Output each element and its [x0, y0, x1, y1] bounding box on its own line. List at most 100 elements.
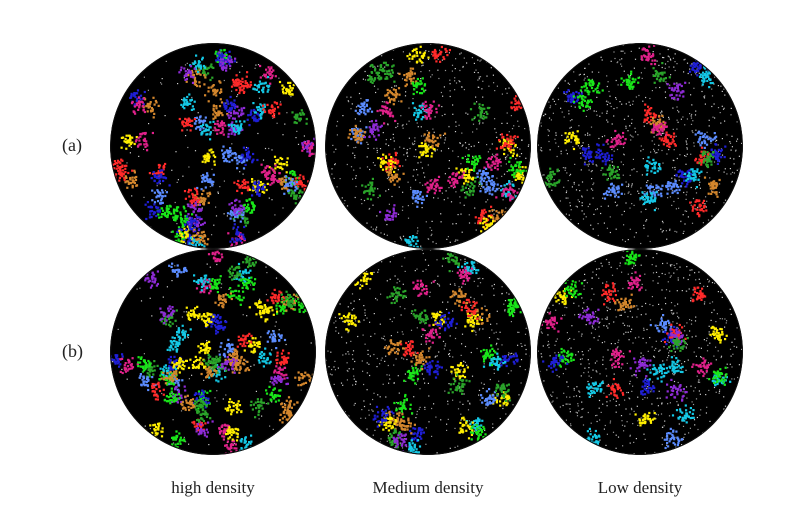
noise-point: [448, 160, 450, 162]
cluster-point: [433, 135, 436, 138]
noise-point: [282, 134, 284, 136]
noise-point: [627, 74, 629, 76]
noise-point: [570, 141, 572, 143]
cluster-point: [514, 102, 517, 105]
cluster-point: [204, 76, 207, 79]
noise-point: [298, 197, 300, 199]
cluster-point: [288, 84, 291, 87]
cluster-point: [156, 182, 159, 185]
cluster-point: [354, 136, 357, 139]
cluster-point: [501, 146, 504, 149]
cluster-point: [414, 192, 417, 195]
cluster-point: [187, 220, 191, 223]
cluster-point: [359, 128, 362, 132]
cluster-point: [232, 80, 235, 83]
cluster-point: [388, 89, 391, 92]
noise-point: [212, 129, 214, 131]
noise-point: [577, 223, 579, 225]
cluster-point: [163, 165, 166, 168]
cluster-point: [423, 89, 426, 92]
cluster-point: [262, 104, 265, 107]
cluster-point: [294, 177, 297, 180]
noise-point: [444, 139, 446, 141]
cluster-point: [313, 152, 316, 155]
noise-point: [171, 169, 173, 171]
cluster-point: [372, 79, 375, 82]
cluster-point: [286, 184, 289, 187]
noise-point: [197, 112, 199, 114]
noise-point: [486, 75, 488, 77]
cluster-point: [684, 81, 687, 84]
cluster-point: [177, 238, 180, 241]
cluster-point: [289, 81, 292, 84]
noise-point: [518, 188, 520, 190]
noise-point: [379, 157, 381, 159]
cluster-point: [118, 160, 121, 163]
cluster-point: [268, 171, 271, 174]
cluster-point: [230, 132, 233, 135]
cluster-point: [293, 172, 296, 175]
noise-point: [373, 85, 376, 87]
cluster-point: [522, 176, 525, 179]
cluster-point: [488, 176, 491, 179]
cluster-point: [159, 193, 162, 197]
cluster-point: [408, 57, 411, 60]
cluster-point: [631, 78, 635, 81]
noise-point: [678, 207, 680, 209]
noise-point: [649, 97, 651, 100]
cluster-point: [262, 170, 265, 174]
noise-point: [486, 186, 488, 188]
cluster-point: [197, 118, 201, 121]
cluster-point: [430, 187, 433, 190]
noise-point: [722, 108, 725, 110]
noise-point: [682, 214, 684, 216]
cluster-point: [219, 58, 222, 61]
cluster-point: [360, 107, 363, 110]
noise-point: [580, 157, 582, 159]
cluster-point: [285, 186, 288, 189]
cluster-point: [199, 242, 202, 245]
cluster-point: [284, 175, 287, 178]
cluster-point: [521, 102, 524, 105]
cluster-point: [238, 109, 241, 112]
cluster-point: [655, 122, 658, 125]
cluster-point: [226, 160, 229, 163]
noise-point: [161, 78, 163, 80]
cluster-point: [190, 203, 193, 206]
cluster-point: [690, 173, 693, 176]
cluster-point: [258, 193, 261, 196]
cluster-point: [256, 183, 259, 187]
cluster-point: [297, 181, 300, 184]
cluster-point: [243, 237, 246, 240]
cluster-point: [361, 104, 364, 107]
cluster-point: [393, 80, 396, 83]
cluster-point: [157, 191, 160, 194]
cluster-point: [428, 186, 431, 189]
cluster-point: [485, 110, 488, 114]
noise-point: [473, 62, 475, 64]
cluster-point: [464, 180, 467, 183]
noise-point: [333, 151, 335, 153]
noise-point: [366, 156, 368, 158]
cluster-point: [606, 178, 609, 181]
noise-point: [420, 135, 423, 137]
noise-point: [408, 52, 411, 54]
cluster-point: [295, 194, 298, 197]
cluster-point: [396, 180, 399, 183]
cluster-point: [221, 62, 224, 66]
noise-point: [718, 191, 720, 193]
cluster-point: [303, 187, 306, 191]
noise-point: [332, 144, 334, 146]
noise-point: [631, 169, 633, 171]
cluster-point: [225, 54, 228, 57]
cluster-point: [244, 82, 247, 85]
cluster-point: [444, 47, 447, 51]
noise-point: [468, 148, 470, 151]
cluster-point: [228, 59, 231, 62]
noise-point: [686, 147, 688, 149]
cluster-point: [424, 147, 427, 150]
cluster-point: [509, 156, 512, 160]
noise-point: [569, 174, 571, 177]
cluster-point: [275, 179, 278, 182]
cluster-point: [438, 189, 441, 192]
